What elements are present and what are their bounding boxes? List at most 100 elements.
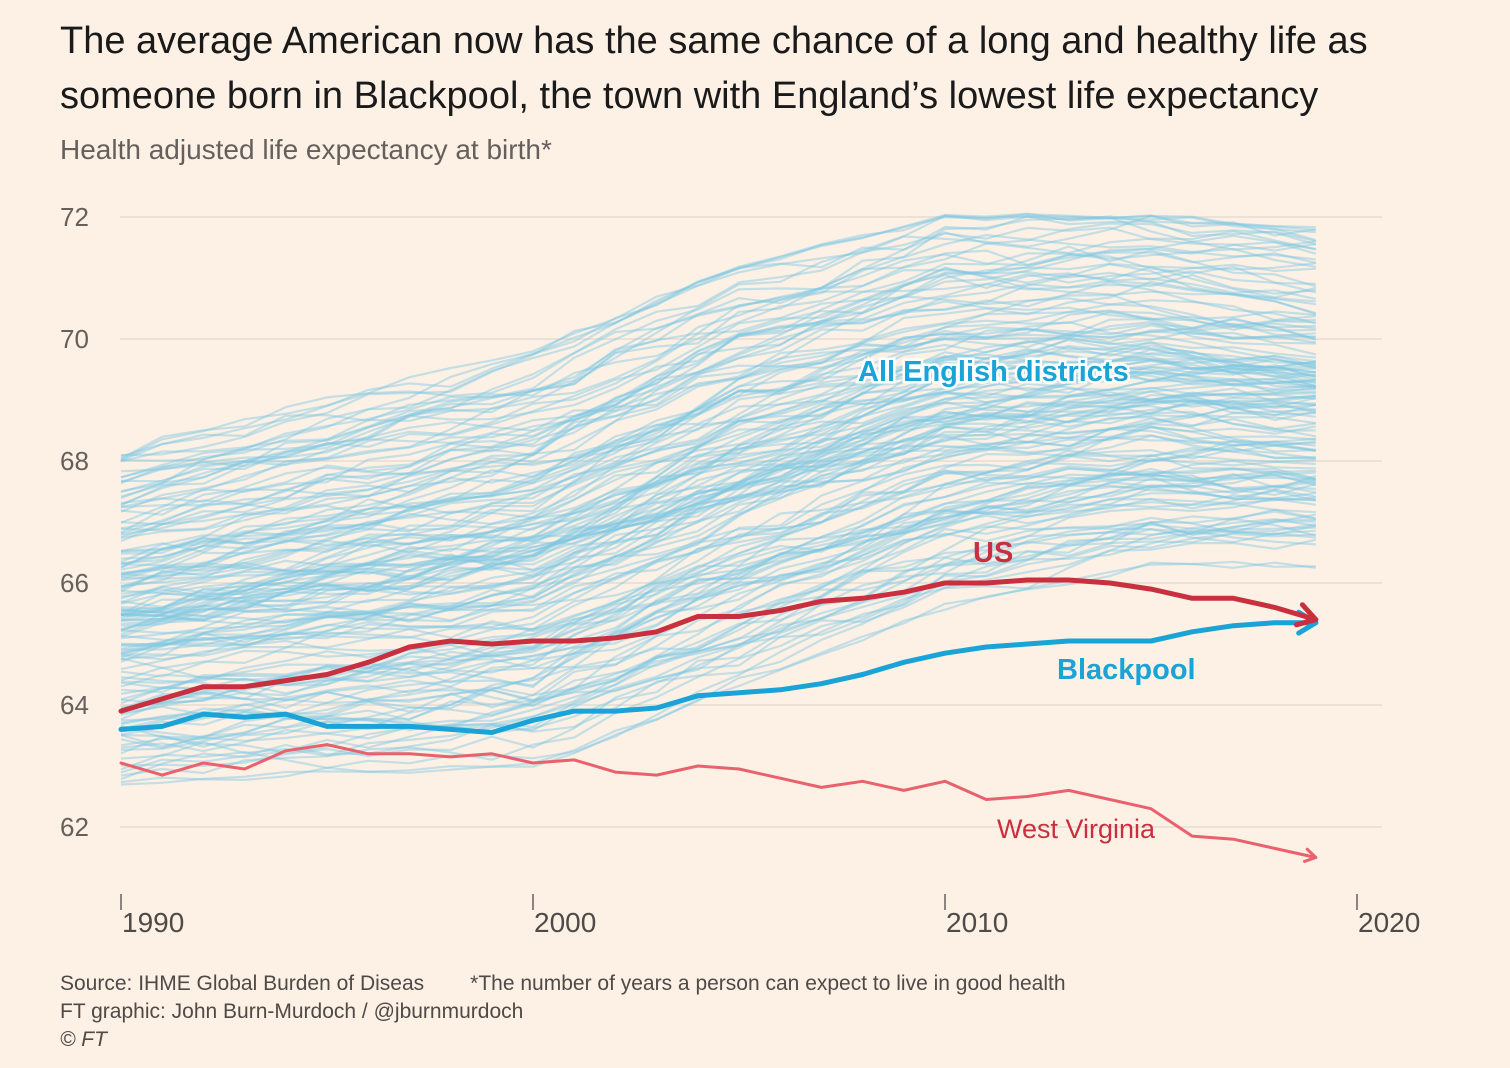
district-line [120, 394, 1316, 620]
district-line [120, 241, 1316, 462]
district-line [120, 439, 1316, 685]
district-line [120, 321, 1317, 535]
district-line [120, 265, 1317, 524]
district-line [120, 436, 1316, 656]
district-line [120, 489, 1317, 714]
district-line [120, 344, 1316, 554]
district-line [120, 459, 1316, 690]
district-line [120, 440, 1316, 671]
district-line [120, 351, 1316, 616]
district-line [120, 251, 1317, 506]
district-line [120, 272, 1316, 540]
chart-title: The average American now has the same ch… [60, 20, 1368, 117]
grid-lines: 62 64 66 68 70 72 [60, 202, 1382, 842]
district-line [120, 465, 1316, 657]
district-line [120, 345, 1316, 582]
district-line [120, 325, 1317, 552]
x-tick-label-1990: 1990 [122, 907, 184, 938]
district-line [120, 324, 1316, 530]
annotations: All English districts US Blackpool West … [856, 354, 1196, 845]
district-line [120, 484, 1316, 695]
district-line [120, 245, 1317, 485]
footnote: *The number of years a person can expect… [470, 972, 1066, 995]
district-line [120, 358, 1317, 578]
annotation-all-english-districts: All English districts [858, 356, 1129, 388]
district-line [120, 216, 1317, 479]
district-line [120, 222, 1317, 493]
district-line [120, 471, 1317, 682]
district-line [120, 253, 1317, 498]
series-arrow-west-virginia [1303, 847, 1318, 863]
district-line [120, 263, 1317, 509]
district-line [120, 394, 1316, 625]
district-line [120, 425, 1316, 622]
copyright: © FT [60, 1028, 107, 1051]
district-line [120, 367, 1316, 622]
district-line [120, 339, 1316, 578]
district-line [120, 320, 1317, 560]
district-line [120, 529, 1316, 739]
x-tick-label-2010: 2010 [946, 907, 1008, 938]
district-line [120, 363, 1317, 621]
district-line [120, 392, 1316, 648]
district-line [120, 390, 1317, 604]
district-line [120, 388, 1316, 598]
district-line [120, 447, 1316, 646]
district-line [120, 360, 1316, 563]
district-line [120, 270, 1316, 543]
series-arrow-us [1294, 602, 1319, 628]
district-line [120, 532, 1316, 753]
district-line [120, 281, 1317, 536]
district-line [120, 310, 1316, 505]
district-line [120, 311, 1316, 569]
district-line [120, 274, 1316, 538]
series-line-blackpool [118, 620, 1319, 735]
y-tick-label-64: 64 [60, 690, 89, 720]
district-line [120, 348, 1317, 553]
district-line [120, 290, 1316, 555]
district-line [120, 317, 1317, 565]
district-line [120, 300, 1316, 526]
district-line [120, 214, 1316, 457]
district-line [120, 426, 1316, 638]
district-line [120, 508, 1317, 771]
district-line [120, 399, 1316, 633]
district-line [120, 330, 1316, 571]
annotation-west-virginia: West Virginia [997, 814, 1156, 844]
x-tick-label-2000: 2000 [534, 907, 596, 938]
district-line [120, 339, 1316, 587]
district-line [120, 393, 1316, 615]
district-line [121, 396, 1316, 624]
district-line [120, 443, 1316, 688]
district-line [120, 510, 1316, 774]
x-tick-label-2020: 2020 [1358, 907, 1420, 938]
district-line [120, 230, 1317, 463]
district-line [120, 348, 1317, 581]
district-line [120, 411, 1316, 661]
district-line [120, 516, 1316, 751]
chart-subtitle: Health adjusted life expectancy at birth… [60, 134, 552, 165]
district-line [120, 359, 1316, 622]
district-line [120, 386, 1316, 612]
district-line [120, 517, 1317, 750]
source-note: Source: IHME Global Burden of Diseas [60, 972, 425, 995]
district-line [120, 434, 1316, 653]
district-line [120, 413, 1316, 655]
district-line [120, 277, 1317, 483]
chart-footer: Source: IHME Global Burden of Diseas *The… [60, 970, 1066, 1054]
y-tick-label-66: 66 [60, 568, 89, 598]
district-line [120, 263, 1316, 507]
annotation-blackpool: Blackpool [1057, 654, 1196, 686]
district-line [120, 358, 1316, 574]
district-line [120, 380, 1316, 600]
district-line [120, 215, 1316, 479]
district-line [120, 488, 1316, 721]
district-line [120, 561, 1316, 784]
district-line [120, 322, 1316, 593]
district-line [120, 394, 1316, 614]
district-line [120, 416, 1316, 635]
district-line [120, 405, 1316, 636]
district-line [120, 474, 1316, 748]
district-line [120, 349, 1317, 591]
